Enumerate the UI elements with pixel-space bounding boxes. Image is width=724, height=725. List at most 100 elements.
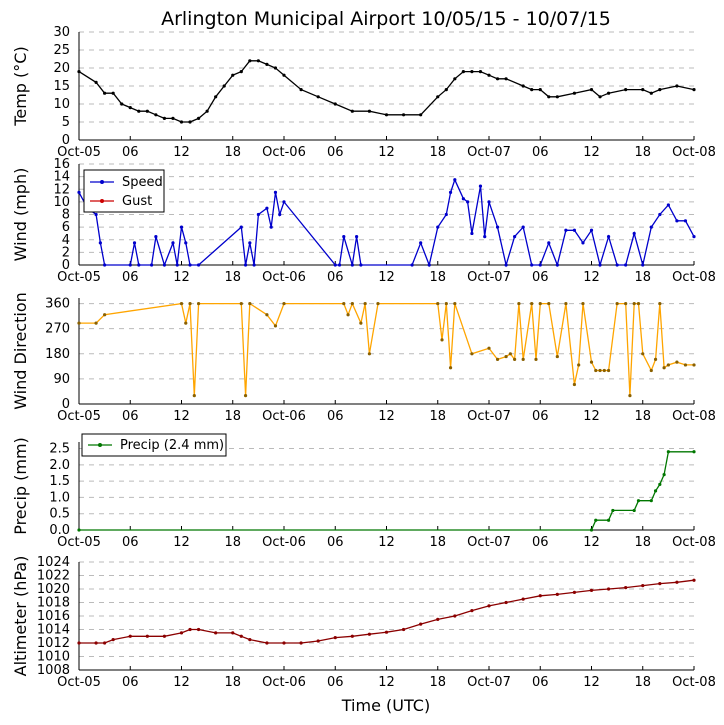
- wind-direction-point: [632, 301, 636, 306]
- altimeter-point: [453, 614, 457, 618]
- altimeter-x-tick-label: 12: [378, 675, 395, 690]
- altimeter-x-tick-label: 06: [122, 675, 139, 690]
- wind-point: [504, 263, 508, 267]
- precip-point: [658, 482, 662, 486]
- wind-direction-point: [658, 301, 662, 306]
- wind-point: [239, 225, 243, 229]
- wind-point: [252, 263, 256, 267]
- wind-direction-point: [444, 301, 448, 306]
- wind-direction-x-tick-label: 12: [173, 409, 190, 424]
- wind-direction-point: [513, 357, 517, 361]
- precip-x-tick-label: 06: [122, 535, 139, 550]
- altimeter-x-tick-label: 18: [429, 675, 446, 690]
- wind-direction-point: [624, 301, 628, 306]
- wind-direction-x-tick-label: 18: [634, 409, 651, 424]
- altimeter-y-tick-label: 1012: [37, 636, 70, 651]
- temp-point: [137, 109, 141, 113]
- precip-point: [653, 489, 658, 493]
- wind-direction-point: [94, 321, 98, 325]
- temp-point: [598, 95, 602, 99]
- wind-direction-x-tick-label: 06: [327, 409, 344, 424]
- wind-direction-panel: 0 90 180 270 360 Oct-05 06 12 18 Oct-06 06 12 18 Oct-…: [11, 292, 716, 424]
- wind-direction-point: [184, 321, 188, 325]
- precip-x-tick-label: 12: [378, 535, 395, 550]
- wind-direction-point: [265, 313, 269, 317]
- wind-direction-point: [508, 352, 512, 356]
- wind-direction-point: [572, 382, 577, 387]
- precip-point: [692, 450, 696, 454]
- precip-x-tick-label: 12: [583, 535, 600, 550]
- wind-direction-point: [363, 301, 367, 306]
- wind-direction-point: [547, 301, 551, 306]
- temp-point: [231, 73, 235, 77]
- wind-direction-point: [436, 301, 440, 306]
- wind-point: [132, 241, 137, 245]
- temp-point: [222, 84, 226, 88]
- wind-point: [342, 234, 346, 239]
- wind-direction-x-tick-label: 06: [532, 409, 549, 424]
- altimeter-point: [606, 587, 611, 591]
- altimeter-point: [128, 634, 132, 638]
- wind-direction-point: [606, 368, 611, 373]
- wind-direction-x-tick-label: 06: [122, 409, 139, 424]
- altimeter-x-tick-label: Oct-07: [467, 675, 511, 690]
- wind-direction-point: [376, 301, 380, 306]
- temp-y-tick-label: 25: [53, 43, 70, 58]
- wind-point: [98, 241, 102, 245]
- altimeter-point: [589, 588, 594, 592]
- wind-point: [359, 263, 363, 267]
- altimeter-point: [248, 638, 252, 642]
- temp-x-tick-label: 18: [429, 145, 446, 160]
- wind-direction-point: [675, 360, 679, 364]
- wind-direction-x-tick-label: Oct-06: [262, 409, 306, 424]
- temp-point: [248, 59, 252, 63]
- wind-x-tick-label: 18: [634, 270, 651, 285]
- altimeter-point: [231, 631, 235, 635]
- wind-x-tick-label: 06: [122, 270, 139, 285]
- wind-point: [333, 263, 337, 267]
- temp-point: [384, 113, 389, 117]
- wind-y-tick-label: 2: [62, 245, 70, 260]
- wind-x-tick-label: 06: [532, 270, 549, 285]
- altimeter-point: [162, 634, 167, 638]
- wind-y-tick-label: 12: [53, 182, 70, 197]
- wind-direction-point: [649, 368, 653, 373]
- wind-direction-point: [555, 354, 559, 359]
- wind-direction-point: [103, 313, 107, 317]
- wind-point: [683, 219, 688, 223]
- precip-x-tick-label: 06: [532, 535, 549, 550]
- temp-x-tick-label: 06: [327, 145, 344, 160]
- precip-x-tick-label: 06: [327, 535, 344, 550]
- temp-panel: 0 5 10 15 20 25 30 Oct-05 06 12 18 Oct-06 06 12 18 Oct-…: [11, 25, 716, 160]
- precip-point: [666, 450, 670, 454]
- wind-point: [337, 263, 342, 267]
- altimeter-point: [470, 609, 474, 613]
- wind-direction-x-tick-label: 18: [429, 409, 446, 424]
- wind-x-tick-label: 18: [224, 270, 241, 285]
- temp-point: [675, 84, 679, 88]
- temp-point: [188, 120, 192, 124]
- temp-point: [658, 88, 662, 92]
- altimeter-point: [111, 638, 115, 642]
- wind-direction-y-tick-label: 0: [62, 397, 70, 412]
- precip-x-tick-label: 12: [173, 535, 190, 550]
- wind-direction-point: [530, 301, 534, 306]
- altimeter-point: [367, 632, 372, 636]
- temp-point: [171, 116, 175, 120]
- altimeter-point: [94, 641, 98, 645]
- altimeter-y-tick-label: 1016: [37, 609, 70, 624]
- wind-direction-x-tick-label: Oct-05: [57, 409, 101, 424]
- temp-point: [316, 95, 320, 99]
- altimeter-point: [265, 641, 269, 645]
- precip-point: [77, 528, 81, 532]
- wind-point: [269, 225, 273, 229]
- wind-point: [692, 234, 696, 239]
- altimeter-y-tick-label: 1024: [37, 555, 70, 570]
- wind-direction-point: [495, 357, 500, 361]
- wind-point: [103, 263, 107, 267]
- wind-direction-point: [470, 352, 474, 356]
- wind-direction-point: [196, 301, 201, 306]
- wind-direction-point: [594, 368, 598, 373]
